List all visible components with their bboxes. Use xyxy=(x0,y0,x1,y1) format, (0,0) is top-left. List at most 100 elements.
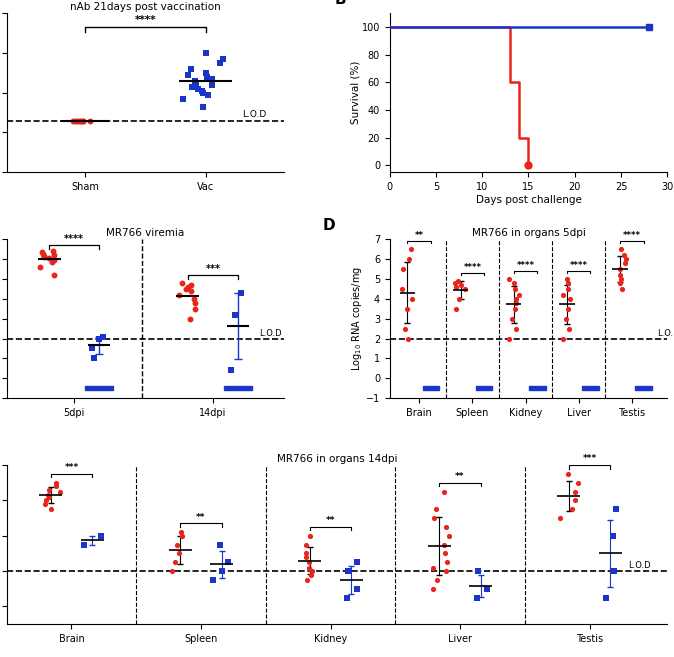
Point xyxy=(176,530,187,541)
Point xyxy=(562,273,573,284)
Point xyxy=(70,115,81,125)
Text: ***: *** xyxy=(582,454,596,463)
Point xyxy=(428,562,439,573)
Point xyxy=(510,323,521,334)
Point xyxy=(450,282,461,292)
X-axis label: Days post challenge: Days post challenge xyxy=(476,194,582,205)
Text: ***: *** xyxy=(65,463,79,472)
Point xyxy=(185,64,196,74)
Point xyxy=(342,593,353,603)
Point xyxy=(616,244,627,254)
Bar xyxy=(582,386,599,390)
Text: ****: **** xyxy=(516,261,534,270)
Point xyxy=(197,87,208,98)
Text: ***: *** xyxy=(206,264,220,274)
Point xyxy=(608,530,619,541)
Point xyxy=(67,115,78,125)
Point xyxy=(615,269,625,280)
Point xyxy=(562,468,573,479)
Point xyxy=(186,81,197,92)
Point xyxy=(558,290,569,300)
Text: **: ** xyxy=(415,231,424,240)
Point xyxy=(453,275,464,286)
Point xyxy=(456,280,466,290)
Point xyxy=(616,273,627,284)
Point xyxy=(236,288,247,298)
Point xyxy=(190,298,201,308)
Point xyxy=(214,58,225,68)
Point xyxy=(49,250,59,260)
Text: ****: **** xyxy=(570,261,588,270)
Point xyxy=(47,246,58,256)
Point xyxy=(428,583,439,594)
Bar xyxy=(636,386,652,390)
Point xyxy=(303,562,314,573)
Title: MR766 in organs 5dpi: MR766 in organs 5dpi xyxy=(472,229,586,238)
Point xyxy=(45,504,56,514)
Point xyxy=(47,257,57,267)
Text: L.O.D: L.O.D xyxy=(242,110,266,119)
Point xyxy=(441,522,452,532)
Point xyxy=(171,539,182,550)
Point xyxy=(214,539,225,550)
Point xyxy=(184,313,195,324)
Point xyxy=(202,72,212,82)
Point xyxy=(481,583,492,594)
Point xyxy=(78,115,88,125)
Text: D: D xyxy=(323,217,336,233)
Point xyxy=(76,115,87,125)
Point xyxy=(93,333,104,344)
Point xyxy=(190,304,201,314)
Point xyxy=(306,566,317,576)
Point xyxy=(558,333,569,344)
Point xyxy=(96,530,106,541)
Point xyxy=(562,284,573,294)
Point xyxy=(406,244,417,254)
Point xyxy=(43,491,54,502)
Text: ****: **** xyxy=(135,16,156,26)
Point xyxy=(429,513,439,524)
Point xyxy=(438,539,449,550)
Point xyxy=(555,513,565,524)
Text: ****: **** xyxy=(64,234,84,244)
Point xyxy=(301,548,311,558)
Title: MR766 viremia: MR766 viremia xyxy=(106,229,185,238)
Point xyxy=(177,278,187,288)
Point xyxy=(567,504,578,514)
Point xyxy=(301,539,311,550)
Point xyxy=(507,313,518,324)
Point xyxy=(71,115,82,125)
Point xyxy=(89,353,100,364)
Point xyxy=(183,282,193,292)
Bar xyxy=(86,386,113,390)
Point xyxy=(44,253,55,263)
Point xyxy=(398,263,408,274)
Point xyxy=(97,331,108,342)
Text: **: ** xyxy=(196,512,206,522)
Title: MR766 in organs 14dpi: MR766 in organs 14dpi xyxy=(277,454,397,464)
Point xyxy=(510,298,521,308)
Point xyxy=(302,575,313,585)
Point xyxy=(305,530,316,541)
Point xyxy=(55,486,66,497)
Point xyxy=(352,583,363,594)
Point xyxy=(508,278,519,288)
Point xyxy=(51,478,61,488)
Point xyxy=(431,504,441,514)
Point xyxy=(303,557,314,568)
Point xyxy=(561,313,572,324)
Point xyxy=(43,490,54,501)
Point xyxy=(40,495,51,506)
Point xyxy=(185,280,196,290)
Point xyxy=(620,258,631,268)
Point xyxy=(35,261,46,272)
Point xyxy=(438,486,449,497)
Point xyxy=(460,284,470,294)
Point xyxy=(401,304,412,314)
Point xyxy=(404,254,415,264)
Point xyxy=(78,115,88,125)
Point xyxy=(503,273,514,284)
Point xyxy=(442,557,453,568)
Point xyxy=(200,48,211,58)
Point xyxy=(406,294,417,304)
